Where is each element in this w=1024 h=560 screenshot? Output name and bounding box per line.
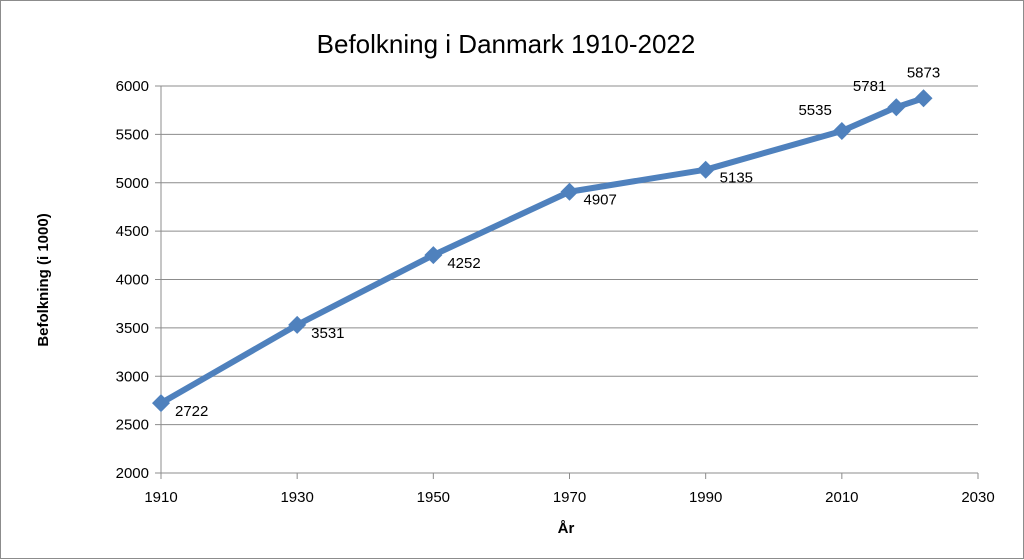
data-point-marker xyxy=(914,89,933,108)
y-tick-label: 4500 xyxy=(116,223,149,240)
data-point-marker xyxy=(887,98,906,117)
x-tick-label: 1910 xyxy=(144,489,177,506)
y-tick-label: 2500 xyxy=(116,417,149,434)
y-tick-label: 5500 xyxy=(116,126,149,143)
data-point-marker xyxy=(288,315,307,334)
data-label: 3531 xyxy=(311,325,344,342)
data-label: 5781 xyxy=(853,78,886,95)
y-tick-label: 3000 xyxy=(116,368,149,385)
y-tick-label: 3500 xyxy=(116,320,149,337)
chart-title: Befolkning i Danmark 1910-2022 xyxy=(317,29,696,59)
y-tick-label: 2000 xyxy=(116,465,149,482)
x-axis-title: År xyxy=(558,520,575,537)
data-point-marker xyxy=(832,121,851,140)
data-point-marker xyxy=(152,394,170,413)
series-layer xyxy=(152,89,933,413)
y-tick-label: 4000 xyxy=(116,272,149,289)
data-label: 2722 xyxy=(175,403,208,420)
axes: 2000 2500 3000 3500 4000 4500 5000 5500 6000 1910… xyxy=(116,78,995,506)
x-tick-label: 1990 xyxy=(689,489,722,506)
grid-lines xyxy=(161,85,978,426)
x-tick-label: 2030 xyxy=(961,489,994,506)
data-point-marker xyxy=(560,182,579,201)
x-tick-label: 1970 xyxy=(553,489,586,506)
data-point-marker xyxy=(424,246,443,265)
data-labels: 2722 3531 4252 4907 5135 5535 5781 5873 xyxy=(175,64,940,420)
data-label: 5873 xyxy=(907,64,940,81)
series-line xyxy=(158,95,927,407)
data-label: 5535 xyxy=(798,102,831,119)
data-label: 5135 xyxy=(720,170,753,187)
x-tick-label: 2010 xyxy=(825,489,858,506)
x-tick-label: 1930 xyxy=(280,489,313,506)
x-tick-label: 1950 xyxy=(417,489,450,506)
y-axis-title: Befolkning (i 1000) xyxy=(35,213,52,346)
y-tick-label: 6000 xyxy=(116,78,149,95)
data-point-marker xyxy=(696,160,715,179)
data-label: 4907 xyxy=(584,192,617,209)
y-tick-label: 5000 xyxy=(116,175,149,192)
data-label: 4252 xyxy=(447,255,480,272)
